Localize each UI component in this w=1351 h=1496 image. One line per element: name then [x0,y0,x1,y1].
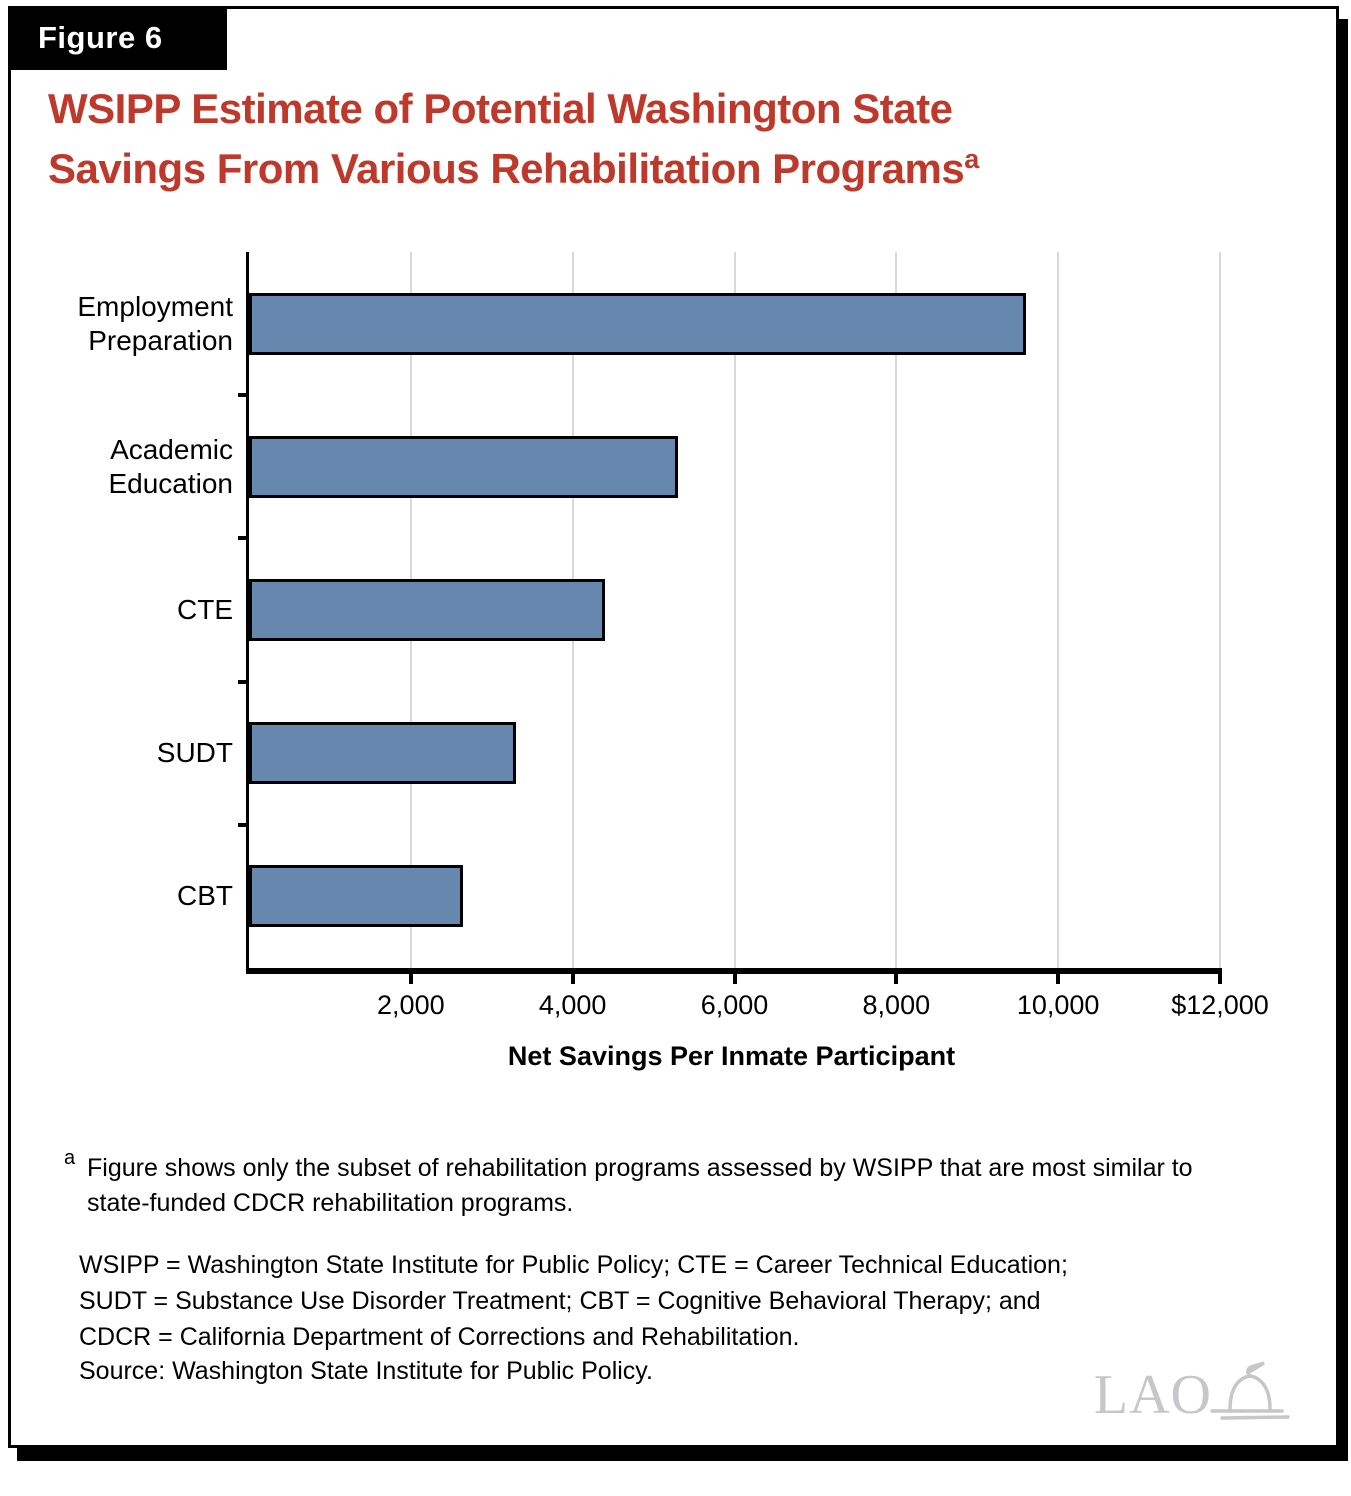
abbreviation-line: CDCR = California Department of Correcti… [79,1323,800,1351]
x-axis-tick [408,968,413,984]
x-axis-tick [1218,968,1222,984]
abbreviation-line: SUDT = Substance Use Disorder Treatment;… [79,1287,1041,1315]
x-axis-title: Net Savings Per Inmate Participant [507,1041,956,1071]
gridline [1219,252,1221,968]
figure-label-tab: Figure 6 [8,8,227,70]
x-axis-tick-label: $12,000 [1171,990,1269,1020]
gridline [1057,252,1060,968]
figure-content: WSIPP Estimate of Potential Washington S… [11,9,1336,1445]
x-axis-tick-label: 10,000 [1016,990,1100,1020]
capitol-dome-icon [1210,1361,1290,1420]
y-axis-tick [238,536,246,541]
x-axis-tick-label: 2,000 [377,990,445,1020]
gridline [733,252,736,968]
y-axis-tick [238,822,246,827]
title-footnote-marker: a [964,144,979,174]
bar-cte [249,578,606,641]
category-label: SUDT [156,737,233,769]
y-axis-tick [238,679,246,684]
abbreviation-line: WSIPP = Washington State Institute for P… [79,1251,1068,1279]
footnote: a Figure shows only the subset of rehabi… [64,1147,1222,1221]
bar-row [249,395,1220,538]
bar-sudt [249,722,517,785]
bar-row [249,252,1220,395]
footnote-text: Figure shows only the subset of rehabili… [87,1154,1193,1217]
y-axis-tick [238,393,246,398]
category-label: Employment Preparation [77,290,233,356]
bar-employment-preparation [249,292,1026,355]
x-axis-tick [732,968,737,984]
lao-logo-text: LAO [1093,1363,1212,1426]
lao-logo: LAO [1093,1361,1290,1426]
figure-title: WSIPP Estimate of Potential Washington S… [48,79,979,199]
bar-row [249,825,1220,968]
figure-title-line2: Savings From Various Rehabilitation Prog… [48,144,979,192]
x-axis-tick [1056,968,1061,984]
category-label: CTE [177,593,233,625]
category-label: CBT [177,880,233,912]
bar-row [249,538,1220,681]
gridline [895,252,898,968]
bar-cbt [249,865,464,928]
x-axis-tick-label: 8,000 [862,990,931,1020]
x-axis-tick-label: 4,000 [538,990,607,1020]
x-axis-tick-label: 6,000 [700,990,769,1020]
bar-academic-education [249,435,678,498]
figure-frame: WSIPP Estimate of Potential Washington S… [8,6,1339,1448]
plot-area: 2,000 4,000 6,000 8,000 10,000 $12,000 [238,252,1269,1020]
footnote-marker: a [64,1147,76,1169]
figure-title-line1: WSIPP Estimate of Potential Washington S… [48,85,953,132]
abbreviations: WSIPP = Washington State Institute for P… [79,1247,1068,1355]
category-label: Academic Education [108,433,233,499]
category-labels: Employment Preparation Academic Education CT… [11,252,233,968]
x-axis-tick [894,968,899,984]
x-axis-tick [570,968,575,984]
source-line: Source: Washington State Institute for P… [79,1357,653,1385]
bar-row [249,682,1220,825]
